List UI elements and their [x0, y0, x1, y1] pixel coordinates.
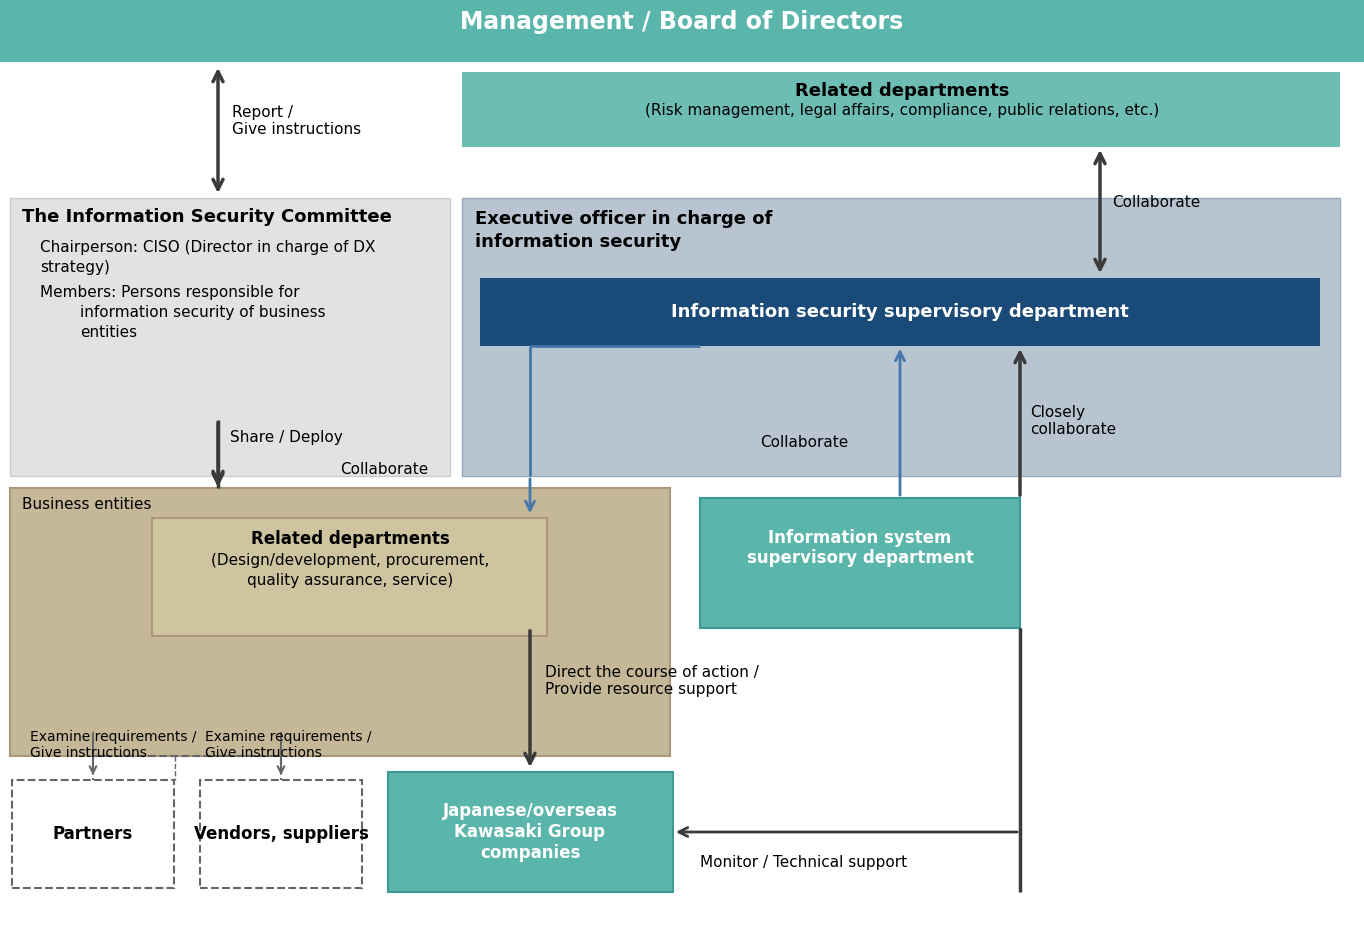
- Text: Collaborate: Collaborate: [340, 462, 428, 477]
- Text: Information system
supervisory department: Information system supervisory departmen…: [746, 528, 974, 567]
- Bar: [12, 780, 175, 888]
- Bar: [462, 198, 1339, 476]
- Bar: [0, 0, 1364, 62]
- Text: (Design/development, procurement,: (Design/development, procurement,: [211, 553, 490, 568]
- Text: strategy): strategy): [40, 260, 110, 275]
- Text: Members: Persons responsible for: Members: Persons responsible for: [40, 285, 300, 300]
- Text: information security: information security: [475, 233, 681, 251]
- Text: Report /
Give instructions: Report / Give instructions: [232, 105, 361, 138]
- Bar: [387, 772, 672, 892]
- Text: Business entities: Business entities: [22, 497, 151, 512]
- Text: Japanese/overseas
Kawasaki Group
companies: Japanese/overseas Kawasaki Group compani…: [442, 802, 618, 862]
- Text: Management / Board of Directors: Management / Board of Directors: [461, 10, 903, 34]
- Text: The Information Security Committee: The Information Security Committee: [22, 208, 391, 226]
- Text: Monitor / Technical support: Monitor / Technical support: [700, 855, 907, 870]
- Text: Information security supervisory department: Information security supervisory departm…: [671, 303, 1129, 321]
- Bar: [462, 72, 1339, 147]
- Text: Direct the course of action /
Provide resource support: Direct the course of action / Provide re…: [546, 665, 758, 697]
- Text: Examine requirements /
Give instructions: Examine requirements / Give instructions: [30, 730, 196, 760]
- Text: quality assurance, service): quality assurance, service): [247, 573, 453, 588]
- Text: Examine requirements /
Give instructions: Examine requirements / Give instructions: [205, 730, 371, 760]
- Bar: [480, 278, 1320, 346]
- Text: information security of business: information security of business: [80, 305, 326, 320]
- Text: Partners: Partners: [53, 825, 134, 843]
- Bar: [151, 518, 547, 636]
- Text: Closely
collaborate: Closely collaborate: [1030, 405, 1116, 438]
- Text: entities: entities: [80, 325, 138, 340]
- Text: Chairperson: CISO (Director in charge of DX: Chairperson: CISO (Director in charge of…: [40, 240, 375, 255]
- Bar: [10, 198, 450, 476]
- Text: Collaborate: Collaborate: [760, 435, 848, 450]
- Text: Related departments: Related departments: [795, 82, 1009, 100]
- Bar: [700, 498, 1020, 628]
- Text: Share / Deploy: Share / Deploy: [231, 430, 342, 445]
- Text: Collaborate: Collaborate: [1112, 195, 1200, 210]
- Bar: [201, 780, 361, 888]
- Text: Vendors, suppliers: Vendors, suppliers: [194, 825, 368, 843]
- Text: Executive officer in charge of: Executive officer in charge of: [475, 210, 772, 228]
- Text: (Risk management, legal affairs, compliance, public relations, etc.): (Risk management, legal affairs, complia…: [645, 103, 1159, 118]
- Text: Related departments: Related departments: [251, 530, 449, 548]
- Bar: [10, 488, 670, 756]
